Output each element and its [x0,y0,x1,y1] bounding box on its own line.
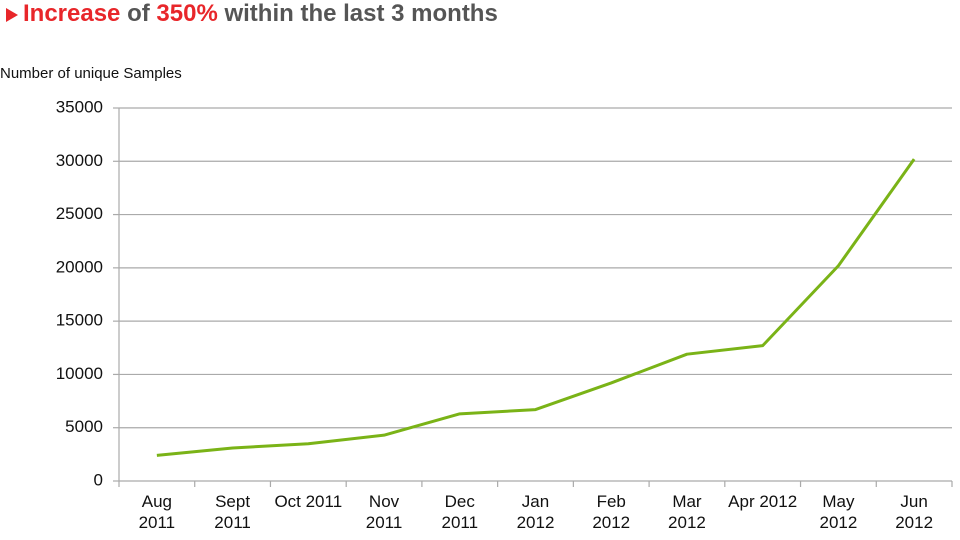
x-tick-label: Nov 2011 [366,492,403,532]
title-segment: of [120,0,156,27]
x-tick-label: Mar 2012 [668,492,706,532]
y-tick-label: 0 [94,470,103,489]
y-tick-label: 5000 [65,417,103,436]
x-tick-label: Jan 2012 [517,492,555,532]
y-tick-label: 15000 [56,311,103,330]
x-tick-label: Aug 2011 [139,492,176,532]
title-marker [6,8,18,22]
x-tick-label: Jun 2012 [895,492,933,532]
chart-title: Increase of 350% within the last 3 month… [23,0,498,27]
x-tick-label: May 2012 [819,492,857,532]
y-tick-label: 35000 [56,97,103,116]
x-tick-label: Feb 2012 [592,492,630,532]
title-segment: within the last 3 months [218,0,498,27]
x-tick-label: Sept 2011 [214,492,251,532]
x-tick-label: Apr 2012 [728,492,797,511]
y-tick-label: 30000 [56,151,103,170]
x-tick-label: Dec 2011 [441,492,478,532]
y-axis-label: Number of unique Samples [0,65,182,82]
y-tick-label: 25000 [56,204,103,223]
y-tick-label: 20000 [56,257,103,276]
x-tick-label: Oct 2011 [274,492,342,511]
y-tick-label: 10000 [56,364,103,383]
title-segment: Increase [23,0,120,27]
data-line [156,158,916,457]
title-segment: 350% [156,0,217,27]
